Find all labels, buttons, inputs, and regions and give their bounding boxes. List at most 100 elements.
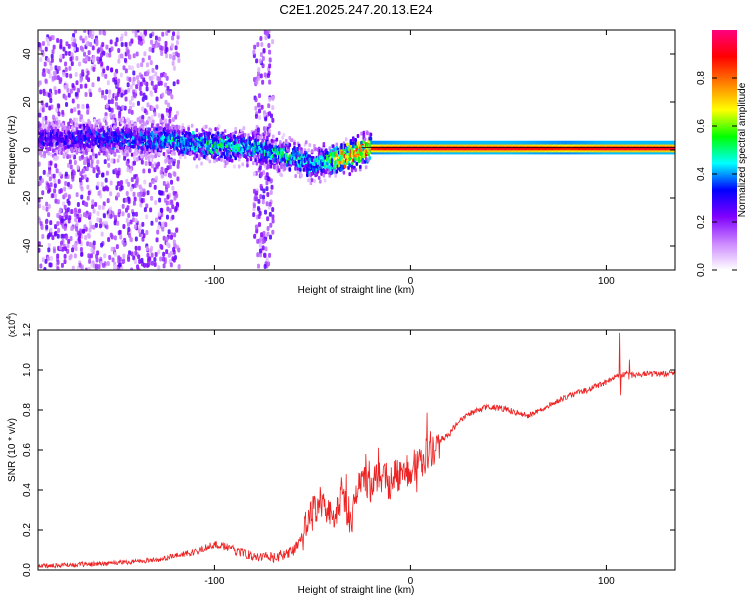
spectrogram-cell <box>269 178 273 184</box>
spectrogram-cell <box>127 227 131 233</box>
spectrogram-cell <box>253 44 257 50</box>
spectrogram-cell <box>263 30 267 35</box>
spectrogram-cell <box>147 260 151 266</box>
spectrogram-cell <box>48 169 52 175</box>
spectrogram-cell <box>122 224 126 230</box>
spectrogram-cell <box>134 236 138 242</box>
spectrogram-cell <box>108 254 112 260</box>
spectrogram-cell <box>73 42 77 48</box>
spectrogram-cell <box>288 143 292 148</box>
spectrogram-cell <box>140 186 144 192</box>
spectrogram-cell <box>277 168 281 173</box>
spectrogram-cell <box>149 154 153 159</box>
spectrogram-cell <box>200 132 203 137</box>
spectrogram-cell <box>140 198 144 204</box>
spectrogram-cell <box>128 100 132 106</box>
spectrogram-cell <box>310 149 314 154</box>
spectrogram-cell <box>55 116 59 121</box>
spectrogram-cell <box>254 105 258 111</box>
spectrogram-cell <box>110 99 114 105</box>
spectrogram-cell <box>134 250 138 256</box>
spectrogram-cell <box>101 262 105 268</box>
spectrogram-cell <box>322 142 326 147</box>
spectrogram-cell <box>143 179 147 185</box>
spectrogram-cell <box>129 237 133 243</box>
spectrogram-cell <box>208 131 212 136</box>
spectrogram-cell <box>177 159 181 165</box>
spectrogram-cell <box>149 39 153 45</box>
spectrogram-cell <box>243 132 247 137</box>
spectrogram-cell <box>266 73 270 79</box>
spectrogram-cell <box>71 247 75 253</box>
spectrogram-cell <box>124 96 128 102</box>
spectrogram-cell <box>55 107 59 113</box>
spectrogram-cell <box>329 152 333 157</box>
spectrogram-cell <box>38 41 41 47</box>
spectrogram-cell <box>117 58 121 64</box>
spectrogram-cell <box>129 219 133 225</box>
spectrogram-cell <box>138 224 142 230</box>
spectrogram-cell <box>167 30 171 33</box>
spectrogram-cell <box>86 195 90 201</box>
spectrogram-cell <box>349 141 353 146</box>
spectrogram-cell <box>83 135 87 140</box>
spectrogram-cell <box>90 163 94 169</box>
spectrogram-cell <box>272 134 275 139</box>
spectrogram-cell <box>50 53 54 59</box>
spectrogram-cell <box>151 67 155 73</box>
spectrogram-cell <box>288 167 292 172</box>
spectrogram-cell <box>107 99 111 105</box>
spectrogram-cell <box>175 193 179 199</box>
spectrogram-cell <box>364 165 368 170</box>
spectrogram-cell <box>153 257 157 263</box>
spectrogram-cell <box>195 154 199 159</box>
spectrogram-cell <box>49 65 53 71</box>
spectrogram-cell <box>90 159 94 165</box>
spectrogram-cell <box>143 51 147 57</box>
spectrogram-cell <box>117 78 121 84</box>
spectrogram-cell <box>171 214 175 220</box>
spectrogram-cell <box>132 160 136 166</box>
spectrogram-cell <box>147 130 150 135</box>
spectrogram-cell <box>59 43 63 49</box>
spectrogram-cell <box>47 212 51 218</box>
spectrogram-cell <box>88 227 92 233</box>
spectrogram-cell <box>264 116 268 122</box>
spectrogram-cell <box>69 164 73 170</box>
spectrogram-cell <box>81 104 85 110</box>
spectrogram-cell <box>109 127 113 132</box>
spectrogram-cell <box>136 100 140 106</box>
spectrogram-cell <box>351 144 355 149</box>
spectrogram-cell <box>162 251 166 257</box>
spectrogram-cell <box>52 148 55 153</box>
spectrogram-cell <box>122 65 126 71</box>
spectrogram-cell <box>49 262 53 268</box>
spectrogram-cell <box>46 41 50 47</box>
spectrogram-cell <box>176 34 180 40</box>
spectrogram-cell <box>137 192 141 198</box>
spectrogram-cell <box>74 217 78 223</box>
spectrogram-cell <box>67 162 71 168</box>
spectrogram-cell <box>166 165 170 171</box>
spectrogram-cell <box>113 125 116 130</box>
spectrogram-cell <box>207 146 210 151</box>
spectrogram-cell <box>136 63 140 69</box>
spectrogram-cell <box>136 79 140 85</box>
spectrogram-cell <box>114 263 118 269</box>
spectrogram-cell <box>108 52 112 58</box>
spectrogram-cell <box>172 190 176 196</box>
spectrogram-cell <box>160 45 164 51</box>
spectrogram-cell <box>139 202 143 208</box>
spectrogram-cell <box>108 209 112 215</box>
spectrogram-cell <box>161 92 165 98</box>
spectrogram-cell <box>148 127 152 132</box>
spectrogram-cell <box>214 153 217 158</box>
spectrogram-cell <box>73 212 77 218</box>
spectrogram-cell <box>271 229 275 235</box>
spectrogram-cell <box>266 225 270 231</box>
spectrogram-cell <box>53 231 57 237</box>
spectrogram-cell <box>39 57 43 63</box>
spectrogram-cell <box>56 266 60 270</box>
spectrogram-cell <box>265 257 269 263</box>
spectrogram-cell <box>363 137 367 142</box>
